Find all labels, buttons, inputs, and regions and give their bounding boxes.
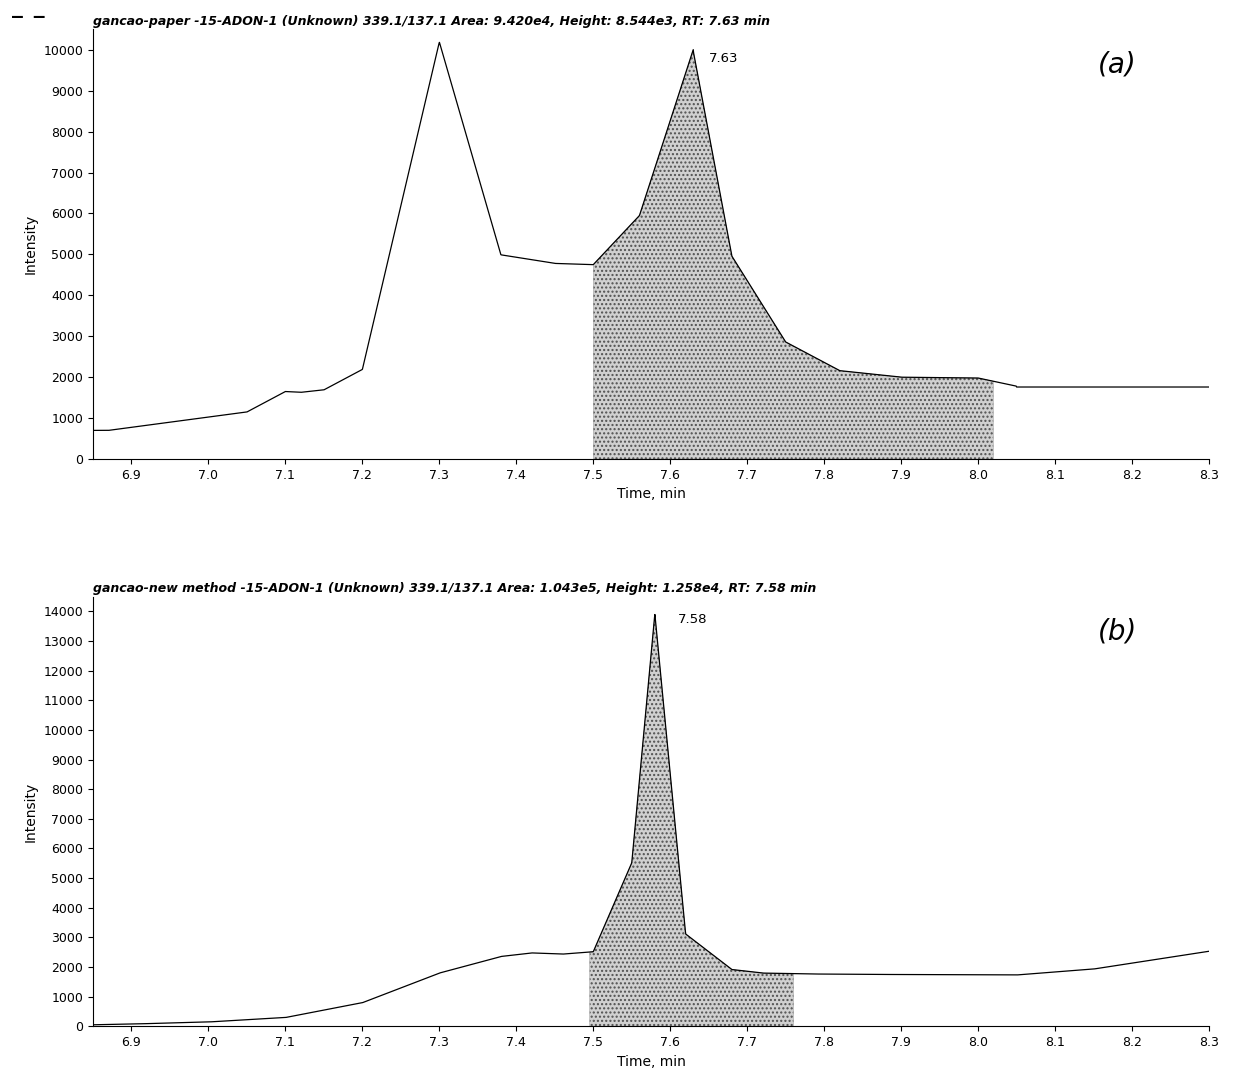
X-axis label: Time, min: Time, min [616, 488, 686, 502]
Text: (a): (a) [1097, 50, 1136, 78]
Text: 7.58: 7.58 [678, 614, 708, 627]
Text: 7.63: 7.63 [709, 52, 738, 65]
Text: gancao-new method -15-ADON-1 (Unknown) 339.1/137.1 Area: 1.043e5, Height: 1.258e: gancao-new method -15-ADON-1 (Unknown) 3… [93, 582, 816, 595]
Y-axis label: Intensity: Intensity [24, 214, 38, 275]
Text: (b): (b) [1097, 618, 1137, 645]
X-axis label: Time, min: Time, min [616, 1055, 686, 1069]
Text: gancao-paper -15-ADON-1 (Unknown) 339.1/137.1 Area: 9.420e4, Height: 8.544e3, RT: gancao-paper -15-ADON-1 (Unknown) 339.1/… [93, 15, 770, 28]
Y-axis label: Intensity: Intensity [24, 781, 38, 842]
Text: — —: — — [12, 8, 45, 26]
